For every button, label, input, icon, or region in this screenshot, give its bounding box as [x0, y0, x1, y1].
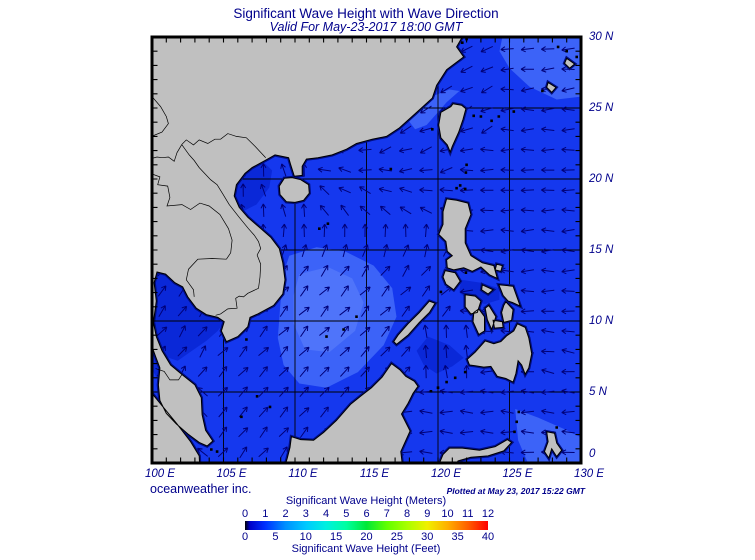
legend-feet-label: Significant Wave Height (Feet)	[291, 543, 441, 555]
lat-label: 30 N	[589, 31, 614, 43]
lon-label: 105 E	[216, 468, 247, 480]
feet-tick: 20	[360, 531, 373, 543]
lat-label: 10 N	[589, 315, 614, 327]
meters-tick: 3	[302, 508, 309, 520]
lon-label: 130 E	[573, 468, 605, 480]
lon-label: 120 E	[430, 468, 462, 480]
feet-tick: 25	[390, 531, 403, 543]
wave-height-colorbar	[245, 521, 488, 530]
lat-label: 0	[589, 448, 596, 460]
country-borders	[152, 96, 266, 381]
legend-meters-label: Significant Wave Height (Meters)	[285, 495, 447, 507]
meters-tick: 4	[322, 508, 330, 520]
meters-tick: 0	[241, 508, 249, 520]
credit-text: oceanweather inc.	[150, 482, 252, 496]
meters-tick: 6	[363, 508, 370, 520]
meters-tick: 9	[424, 508, 431, 520]
feet-tick: 35	[451, 531, 464, 543]
meters-tick: 11	[462, 508, 474, 520]
lat-label: 25 N	[589, 102, 614, 114]
chart-subtitle: Valid For May-23-2017 18:00 GMT	[269, 20, 463, 34]
meters-tick: 7	[383, 508, 390, 520]
lon-label: 115 E	[359, 468, 390, 480]
lon-label: 100 E	[144, 468, 176, 480]
chart-title: Significant Wave Height with Wave Direct…	[233, 6, 499, 21]
lon-label: 125 E	[502, 468, 533, 480]
feet-tick: 5	[272, 531, 279, 543]
plotted-timestamp: Plotted at May 23, 2017 15:22 GMT	[446, 486, 585, 496]
meters-tick: 12	[481, 508, 495, 520]
feet-tick: 0	[241, 531, 249, 543]
meters-tick: 2	[282, 508, 289, 520]
lat-label: 20 N	[589, 173, 614, 185]
meters-tick: 8	[403, 508, 411, 520]
meters-tick: 10	[441, 508, 454, 520]
feet-tick: 30	[421, 531, 434, 543]
land-masses	[152, 37, 576, 463]
lat-label: 5 N	[589, 386, 607, 398]
wave-height-map	[150, 35, 583, 465]
meters-tick: 1	[262, 508, 269, 520]
feet-tick: 10	[299, 531, 312, 543]
feet-tick: 40	[481, 531, 495, 543]
meters-tick: 5	[343, 508, 350, 520]
map-canvas	[150, 35, 583, 465]
map-frame	[150, 35, 583, 465]
lon-label: 110 E	[288, 468, 318, 480]
lat-label: 15 N	[589, 244, 614, 256]
degree-tick-marks	[152, 37, 581, 463]
feet-tick: 15	[330, 531, 343, 543]
